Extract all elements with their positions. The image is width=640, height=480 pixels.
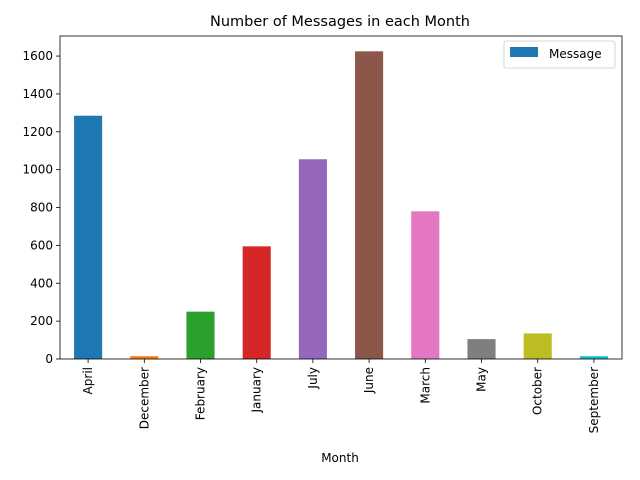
bar-july [298,159,327,359]
legend-swatch [510,47,538,57]
y-tick-label: 400 [30,276,53,290]
legend-label: Message [549,47,602,61]
legend: Message [503,40,616,69]
bar-october [523,333,552,359]
x-axis: April December February January July June Marc… [81,359,601,433]
chart-title: Number of Messages in each Month [210,14,470,30]
bar-september [579,356,608,359]
bars-group [74,51,608,359]
x-axis-label: Month [321,451,359,465]
x-tick-label: April [81,367,95,394]
y-tick-label: 600 [30,238,53,252]
x-tick-label: January [250,367,264,414]
y-tick-label: 800 [30,201,53,215]
bar-march [411,211,440,359]
bar-may [467,339,496,359]
x-tick-label: September [587,367,601,433]
bar-june [355,51,384,359]
y-tick-label: 200 [30,314,53,328]
x-tick-label: May [475,367,489,392]
bar-april [74,115,103,359]
x-tick-label: December [137,367,151,429]
bar-january [242,246,271,359]
y-tick-label: 1400 [22,87,53,101]
x-tick-label: June [362,367,376,394]
bar-december [130,356,159,359]
y-tick-label: 0 [45,352,53,366]
bar-february [186,311,215,359]
x-tick-label: October [531,367,545,415]
plot-frame [59,35,623,360]
x-tick-label: July [306,367,320,390]
y-tick-label: 1200 [22,125,53,139]
y-axis: 0 200 400 600 800 1000 1200 1400 1600 [22,49,60,366]
x-tick-label: March [418,367,432,404]
y-tick-label: 1600 [22,49,53,63]
y-tick-label: 1000 [22,163,53,177]
x-tick-label: February [194,367,208,420]
